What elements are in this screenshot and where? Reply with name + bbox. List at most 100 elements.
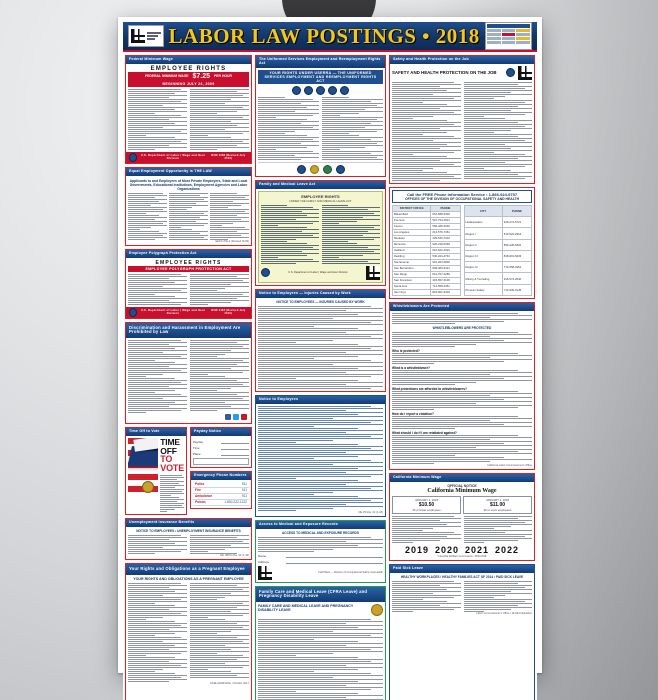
card-subtitle: HEALTHY WORKPLACES / HEALTHY FAMILIES AC… <box>400 574 524 579</box>
card-unemployment-insurance-benefits[interactable]: Unemployment Insurance Benefits NOTICE T… <box>125 518 252 560</box>
card-time-off-to-vote[interactable]: Time Off to Vote TIME OFF TO VOTE <box>125 427 187 516</box>
text-block <box>463 580 532 612</box>
wage-year-col: 2019 <box>404 544 429 555</box>
wage-label: FEDERAL MINIMUM WAGE <box>145 74 189 79</box>
card-agency: U.S. Department of Labor | Wage and Hour… <box>140 309 206 316</box>
card-pregnant-employee-rights[interactable]: Your Rights and Obligations as a Pregnan… <box>125 562 252 700</box>
card-kicker: YOUR RIGHTS UNDER USERRA — THE UNIFORMED… <box>258 69 383 84</box>
text-block <box>190 273 249 305</box>
card-payday-notice[interactable]: Payday Notice Payday Time Place <box>190 427 252 469</box>
card-federal-minimum-wage[interactable]: Federal Minimum Wage EMPLOYEE RIGHTS FED… <box>125 55 252 164</box>
service-seal-icon <box>340 85 349 95</box>
card-injuries-caused-by-work[interactable]: Notice to Employees — Injuries Caused by… <box>255 288 386 392</box>
qr-code-icon <box>365 265 380 280</box>
card-agency: Industrial Welfare Commission • MW-2018 <box>437 554 487 558</box>
wage-amount: $11.00 <box>489 501 506 508</box>
employee-rights-kicker: EMPLOYEE RIGHTS <box>155 259 222 266</box>
card-discrimination-harassment[interactable]: Discrimination and Harassment in Employm… <box>125 321 252 425</box>
card-title: Access to Medical and Exposure Records <box>256 520 385 529</box>
card-free-phone-information-service[interactable]: Call the FREE Phone Information Service … <box>389 186 535 299</box>
card-emergency-phone-numbers[interactable]: Emergency Phone Numbers Police 911 Fire 91… <box>190 471 252 509</box>
card-title: Your Rights and Obligations as a Pregnan… <box>126 563 251 575</box>
table-row: Process Safety 714-939-0145 <box>463 283 533 296</box>
section-heading: What is a whistleblower? <box>392 365 430 370</box>
card-title: Employee Polygraph Protection Act <box>126 249 251 258</box>
agency-seal-icon <box>335 164 345 174</box>
column-3: Safety and Health Protection on the Job … <box>389 55 535 700</box>
social-links[interactable] <box>128 413 249 421</box>
text-block <box>128 273 187 305</box>
text-block <box>392 369 532 385</box>
card-notice-to-employees[interactable]: Notice to Employees DE 35 Rev. 22 (1-18) <box>255 394 386 517</box>
text-block <box>190 582 249 682</box>
service-seal-icon <box>292 85 301 95</box>
wage-date: JANUARY 1, 2018 <box>414 497 439 502</box>
card-agency: Labor Commissioner's Office • DLSE Publi… <box>476 611 532 615</box>
youtube-icon[interactable] <box>241 414 247 421</box>
wage-effective: BEGINNING JULY 24, 2009 <box>128 80 249 87</box>
dol-seal-icon <box>296 164 306 174</box>
text-block <box>160 475 184 513</box>
card-title: Unemployment Insurance Benefits <box>126 519 251 527</box>
card-safety-health-protection[interactable]: Safety and Health Protection on the Job … <box>389 55 535 184</box>
page-title: LABOR LAW POSTINGS • 2018 <box>168 23 480 48</box>
card-whistleblowers-are-protected[interactable]: Whistleblowers Are Protected WHISTLEBLOW… <box>389 301 535 470</box>
text-block <box>392 434 532 464</box>
eagle-seal-icon <box>142 481 154 494</box>
card-title: Family Care and Medical Leave (CFRA Leav… <box>256 586 385 602</box>
table-row: Region III 818-901-5403 <box>463 249 533 263</box>
text-block <box>258 96 319 160</box>
text-block <box>322 96 383 160</box>
card-california-minimum-wage[interactable]: California Minimum Wage OFFICIAL NOTICE … <box>389 472 535 561</box>
text-block <box>392 331 532 347</box>
card-kicker: EMPLOYEE RIGHTS <box>301 193 340 199</box>
card-employee-polygraph-protection-act[interactable]: Employee Polygraph Protection Act EMPLOY… <box>125 248 252 319</box>
regional-office-table: CITY PHONE Headquarters 916-274-5721 Regio… <box>463 204 533 296</box>
card-kicker-sub: UNDER THE FAMILY AND MEDICAL LEAVE ACT <box>289 198 352 203</box>
section-heading: How do I report a violation? <box>392 411 434 416</box>
card-headline: WHISTLEBLOWERS ARE PROTECTED <box>432 325 492 330</box>
text-block <box>392 515 461 543</box>
facebook-icon[interactable] <box>225 414 231 421</box>
qr-badge-lines <box>147 32 161 40</box>
text-block <box>210 192 249 240</box>
ballot-box-flag-illustration <box>128 438 159 497</box>
card-userra[interactable]: The Uniformed Services Employment and Re… <box>255 55 386 177</box>
card-cfra-pregnancy-disability-leave[interactable]: Family Care and Medical Leave (CFRA Leav… <box>255 585 386 700</box>
table-row: Van Nuys 818-901-5403 <box>391 288 461 296</box>
wage-value: $7.25 <box>192 72 211 80</box>
card-access-medical-exposure-records[interactable]: Access to Medical and Exposure Records A… <box>255 519 386 583</box>
service-seal-icon <box>304 85 313 95</box>
wage-per: PER HOUR <box>214 74 232 79</box>
column-1: Federal Minimum Wage EMPLOYEE RIGHTS FED… <box>125 55 252 700</box>
column-2: The Uniformed Services Employment and Re… <box>255 55 386 700</box>
official-notice-label: OFFICIAL NOTICE <box>447 483 477 488</box>
section-heading: What protections are afforded to whistle… <box>392 386 467 391</box>
card-subtitle: NOTICE TO EMPLOYEES — INJURIES CAUSED BY… <box>276 299 365 304</box>
text-block <box>258 405 383 511</box>
wage-year-col: 2021 <box>465 544 490 555</box>
card-family-medical-leave-act[interactable]: Family and Medical Leave Act EMPLOYEE RI… <box>255 179 386 286</box>
dol-seal-icon <box>129 307 138 317</box>
vote-headline-1: TIME OFF <box>160 437 180 456</box>
card-agency: U.S. Department of Labor | Wage and Hour… <box>140 154 206 161</box>
twitter-icon[interactable] <box>233 414 239 421</box>
labor-law-poster[interactable]: LABOR LAW POSTINGS • 2018 Federal Minimu… <box>118 17 542 700</box>
dol-seal-icon <box>129 152 138 162</box>
wage-column: JANUARY 1, 2018 $11.00 26 or more employ… <box>463 495 532 514</box>
phone-service-subtitle: OFFICES OF THE DIVISION OF OCCUPATIONAL … <box>404 196 520 201</box>
card-title: Family and Medical Leave Act <box>256 180 385 189</box>
text-block <box>463 515 532 543</box>
card-agency: Cal/OSHA — Division of Occupational Safe… <box>317 571 383 575</box>
card-equal-employment-opportunity[interactable]: Equal Employment Opportunity is THE LAW … <box>125 166 252 246</box>
text-block <box>128 582 187 682</box>
text-block <box>463 81 532 181</box>
poster-columns: Federal Minimum Wage EMPLOYEE RIGHTS FED… <box>123 52 537 700</box>
text-block <box>128 340 187 414</box>
card-paid-sick-leave[interactable]: Paid Sick Leave HEALTHY WORKPLACES / HEA… <box>389 563 535 700</box>
card-form-no: DE 1857A Rev. 52 (1-18) <box>220 553 249 557</box>
card-title: Emergency Phone Numbers <box>191 472 251 480</box>
wage-note: 25 or fewer employees <box>412 507 441 512</box>
text-block <box>128 534 187 554</box>
employee-rights-kicker: EMPLOYEE RIGHTS <box>150 65 227 72</box>
